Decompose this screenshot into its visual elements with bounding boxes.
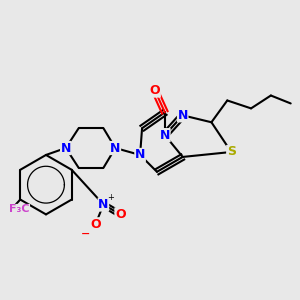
Text: N: N [160,129,170,142]
Text: N: N [98,198,109,211]
Text: +: + [107,193,114,202]
Text: N: N [135,148,145,161]
Text: F₃C: F₃C [9,204,29,214]
Text: −: − [81,229,90,239]
Text: N: N [110,142,121,154]
Text: O: O [90,218,101,231]
Text: N: N [178,109,188,122]
Text: O: O [115,208,126,221]
Text: S: S [227,146,236,158]
Text: O: O [150,84,160,97]
Text: N: N [61,142,71,154]
